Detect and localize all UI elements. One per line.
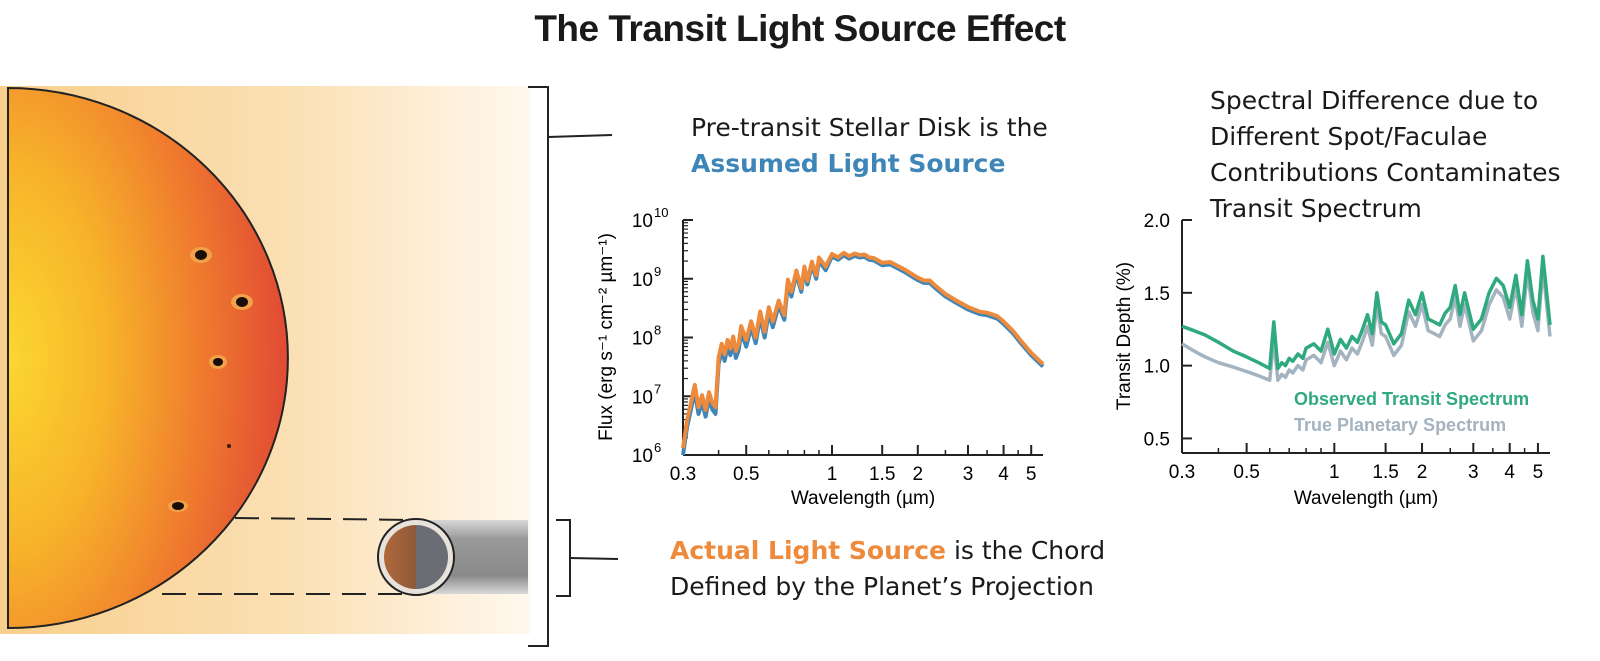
difference-line: Different Spot/Faculae (1210, 122, 1488, 151)
x-tick-label: 4 (998, 464, 1009, 485)
difference-line: Contributions Contaminates (1210, 158, 1561, 187)
y-tick-exponent: 10 (654, 205, 668, 220)
x-tick-label: 2 (913, 464, 924, 485)
flux-x-axis-label: Wavelength (µm) (791, 488, 935, 509)
x-tick-label: 0.3 (1169, 462, 1195, 483)
actual-source-rest: is the Chord (946, 536, 1106, 565)
x-tick-label: 5 (1026, 464, 1037, 485)
x-tick-label: 5 (1533, 462, 1544, 483)
sunspot (227, 444, 231, 448)
chord-projection-lines (162, 517, 421, 595)
depth-series (1181, 254, 1552, 382)
chord-bracket (556, 519, 619, 597)
y-tick-label: 2.0 (1144, 211, 1170, 232)
y-tick-exponent: 9 (654, 264, 661, 279)
x-tick-label: 1 (1329, 462, 1340, 483)
assumed-source-annotation: Pre-transit Stellar Disk is the Assumed … (691, 110, 1048, 182)
y-tick-label: 10 (632, 211, 653, 232)
x-tick-label: 3 (963, 464, 974, 485)
transit-depth-chart: 0.3 0.5 1 1.5 2 3 4 5 0.5 1.0 1.5 2.0 Wavelength (… (1114, 211, 1552, 509)
y-tick-label: 0.5 (1144, 429, 1170, 450)
y-tick-label: 10 (632, 329, 653, 350)
assumed-source-line1: Pre-transit Stellar Disk is the (691, 113, 1048, 142)
y-tick-exponent: 6 (654, 440, 661, 455)
x-tick-label: 1.5 (1372, 462, 1398, 483)
x-tick-label: 2 (1417, 462, 1428, 483)
flux-x-ticks: 0.3 0.5 1 1.5 2 3 4 5 (670, 445, 1037, 485)
y-tick-label: 1.5 (1144, 284, 1170, 305)
x-tick-label: 0.3 (670, 464, 696, 485)
flux-x-minor-ticks (717, 450, 1019, 455)
sunspot (168, 500, 188, 512)
sunspots (168, 247, 253, 512)
y-tick-label: 10 (632, 270, 653, 291)
y-tick-exponent: 8 (654, 323, 661, 338)
x-tick-label: 0.5 (733, 464, 759, 485)
y-tick-label: 10 (632, 387, 653, 408)
depth-x-minor-ticks (1217, 448, 1526, 453)
full-disk-bracket (528, 86, 613, 647)
x-tick-label: 0.5 (1233, 462, 1259, 483)
difference-line: Spectral Difference due to (1210, 86, 1539, 115)
actual-source-line2: Defined by the Planet’s Projection (670, 572, 1094, 601)
sunspot (190, 247, 212, 263)
actual-source-annotation: Actual Light Source is the Chord Defined… (670, 533, 1105, 605)
observed-transit-spectrum-line (1181, 254, 1552, 371)
planet (377, 518, 455, 596)
y-tick-label: 1.0 (1144, 357, 1170, 378)
actual-source-highlight: Actual Light Source (670, 536, 946, 565)
actual-source-line1: Actual Light Source is the Chord (670, 533, 1105, 569)
flux-y-axis-label: Flux (erg s⁻¹ cm⁻² µm⁻¹) (596, 233, 617, 441)
legend-observed: Observed Transit Spectrum (1294, 389, 1529, 409)
depth-chart-axes (1181, 220, 1550, 454)
legend-true: True Planetary Spectrum (1294, 415, 1506, 435)
depth-y-axis-label: Transit Depth (%) (1114, 262, 1135, 410)
x-tick-label: 3 (1468, 462, 1479, 483)
difference-line: Transit Spectrum (1210, 194, 1422, 223)
depth-x-axis-label: Wavelength (µm) (1294, 488, 1438, 509)
assumed-source-spectrum-line (681, 253, 1045, 456)
sunspot (209, 355, 227, 369)
flux-series (681, 250, 1045, 456)
actual-source-spectrum-line (681, 250, 1045, 449)
assumed-source-highlight: Assumed Light Source (691, 149, 1006, 178)
depth-x-ticks: 0.3 0.5 1 1.5 2 3 4 5 (1169, 443, 1543, 483)
x-tick-label: 1 (827, 464, 838, 485)
y-tick-exponent: 7 (654, 381, 661, 396)
figure-title: The Transit Light Source Effect (534, 8, 1066, 49)
star-disk (7, 86, 289, 630)
spectral-difference-annotation: Spectral Difference due to Different Spo… (1210, 83, 1561, 227)
y-tick-label: 10 (632, 446, 653, 467)
sunspot (231, 294, 253, 310)
x-tick-label: 4 (1504, 462, 1515, 483)
x-tick-label: 1.5 (869, 464, 895, 485)
depth-y-ticks: 0.5 1.0 1.5 2.0 (1144, 211, 1192, 450)
